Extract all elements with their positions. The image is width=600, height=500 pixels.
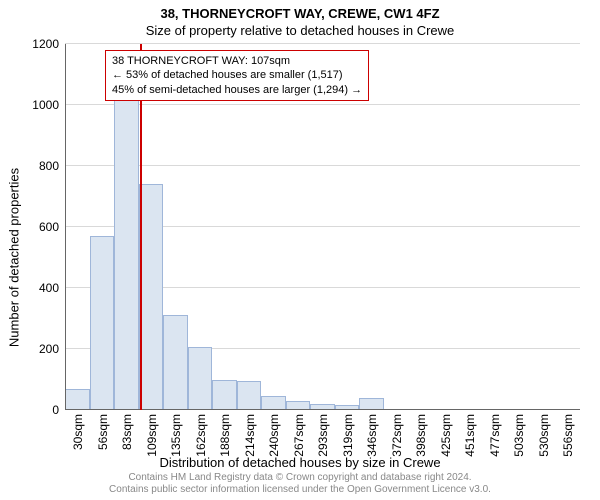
x-tick-label: 162sqm: [192, 414, 208, 457]
x-tick-label: 503sqm: [510, 414, 526, 457]
x-axis-line: [65, 409, 580, 410]
x-tick-label: 451sqm: [461, 414, 477, 457]
x-tick-label: 214sqm: [241, 414, 257, 457]
x-tick-label: 293sqm: [314, 414, 330, 457]
y-axis-label: Number of detached properties: [7, 168, 22, 347]
histogram-bar: [114, 52, 139, 410]
x-tick-label: 530sqm: [535, 414, 551, 457]
info-box-line: ← 53% of detached houses are smaller (1,…: [112, 68, 362, 82]
y-axis-line: [65, 44, 66, 410]
histogram-bar: [237, 381, 262, 410]
x-axis-label: Distribution of detached houses by size …: [0, 455, 600, 470]
info-box-line: 45% of semi-detached houses are larger (…: [112, 83, 362, 97]
y-tick-label: 600: [39, 220, 65, 234]
y-tick-label: 1000: [32, 98, 65, 112]
chart-title-line1: 38, THORNEYCROFT WAY, CREWE, CW1 4FZ: [0, 0, 600, 21]
gridline: [65, 104, 580, 105]
chart-plot-area: 02004006008001000120030sqm56sqm83sqm109s…: [65, 44, 580, 410]
footer-line1: Contains HM Land Registry data © Crown c…: [0, 472, 600, 484]
histogram-bar: [139, 184, 164, 410]
x-tick-label: 135sqm: [167, 414, 183, 457]
x-tick-label: 267sqm: [290, 414, 306, 457]
gridline: [65, 165, 580, 166]
x-tick-label: 319sqm: [339, 414, 355, 457]
x-tick-label: 398sqm: [412, 414, 428, 457]
chart-title-line2: Size of property relative to detached ho…: [0, 21, 600, 38]
x-tick-label: 30sqm: [69, 414, 85, 450]
histogram-bar: [261, 396, 286, 410]
histogram-bar: [212, 380, 237, 411]
x-tick-label: 346sqm: [363, 414, 379, 457]
x-tick-label: 109sqm: [143, 414, 159, 457]
histogram-bar: [163, 315, 188, 410]
y-tick-label: 800: [39, 159, 65, 173]
y-tick-label: 400: [39, 281, 65, 295]
x-tick-label: 240sqm: [265, 414, 281, 457]
property-info-box: 38 THORNEYCROFT WAY: 107sqm← 53% of deta…: [105, 50, 369, 101]
footer-line2: Contains public sector information licen…: [0, 484, 600, 496]
x-tick-label: 425sqm: [437, 414, 453, 457]
x-tick-label: 56sqm: [94, 414, 110, 450]
x-tick-label: 477sqm: [486, 414, 502, 457]
y-tick-label: 1200: [32, 37, 65, 51]
footer-attribution: Contains HM Land Registry data © Crown c…: [0, 472, 600, 496]
histogram-bar: [65, 389, 90, 410]
histogram-bar: [188, 347, 213, 410]
y-tick-label: 0: [52, 403, 65, 417]
x-tick-label: 372sqm: [388, 414, 404, 457]
gridline: [65, 43, 580, 44]
histogram-bar: [90, 236, 115, 410]
x-tick-label: 188sqm: [216, 414, 232, 457]
x-tick-label: 556sqm: [559, 414, 575, 457]
x-tick-label: 83sqm: [118, 414, 134, 450]
y-tick-label: 200: [39, 342, 65, 356]
info-box-line: 38 THORNEYCROFT WAY: 107sqm: [112, 54, 362, 68]
